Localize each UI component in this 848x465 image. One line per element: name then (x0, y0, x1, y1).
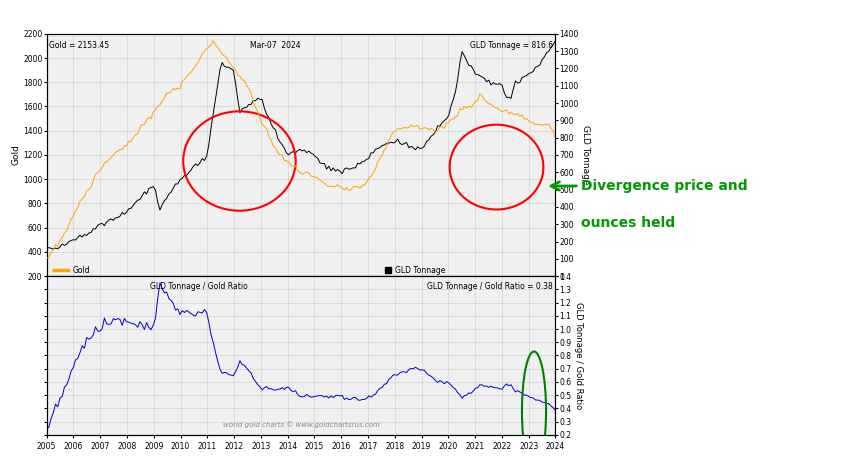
Text: ounces held: ounces held (581, 216, 675, 230)
Text: Mar-07  2024: Mar-07 2024 (250, 41, 301, 50)
Text: GLD Tonnage = 816.6: GLD Tonnage = 816.6 (470, 41, 553, 50)
Y-axis label: GLD Tonnage: GLD Tonnage (581, 125, 590, 185)
Text: Divergence price and: Divergence price and (581, 179, 747, 193)
Text: GLD Tonnage / Gold Ratio = 0.38: GLD Tonnage / Gold Ratio = 0.38 (427, 282, 553, 292)
Y-axis label: GLD Tonnage / Gold Ratio: GLD Tonnage / Gold Ratio (574, 302, 583, 409)
Text: GLD Tonnage / Gold Ratio: GLD Tonnage / Gold Ratio (150, 282, 248, 292)
Text: Gold: Gold (73, 266, 91, 274)
Text: Gold = 2153.45: Gold = 2153.45 (49, 41, 109, 50)
Text: world gold charts © www.goldchartsrus.com: world gold charts © www.goldchartsrus.co… (223, 422, 379, 428)
Text: GLD TONNAGE vs GOLD: GLD TONNAGE vs GOLD (219, 17, 383, 30)
Text: GLD Tonnage: GLD Tonnage (395, 266, 445, 274)
Y-axis label: Gold: Gold (11, 145, 20, 166)
